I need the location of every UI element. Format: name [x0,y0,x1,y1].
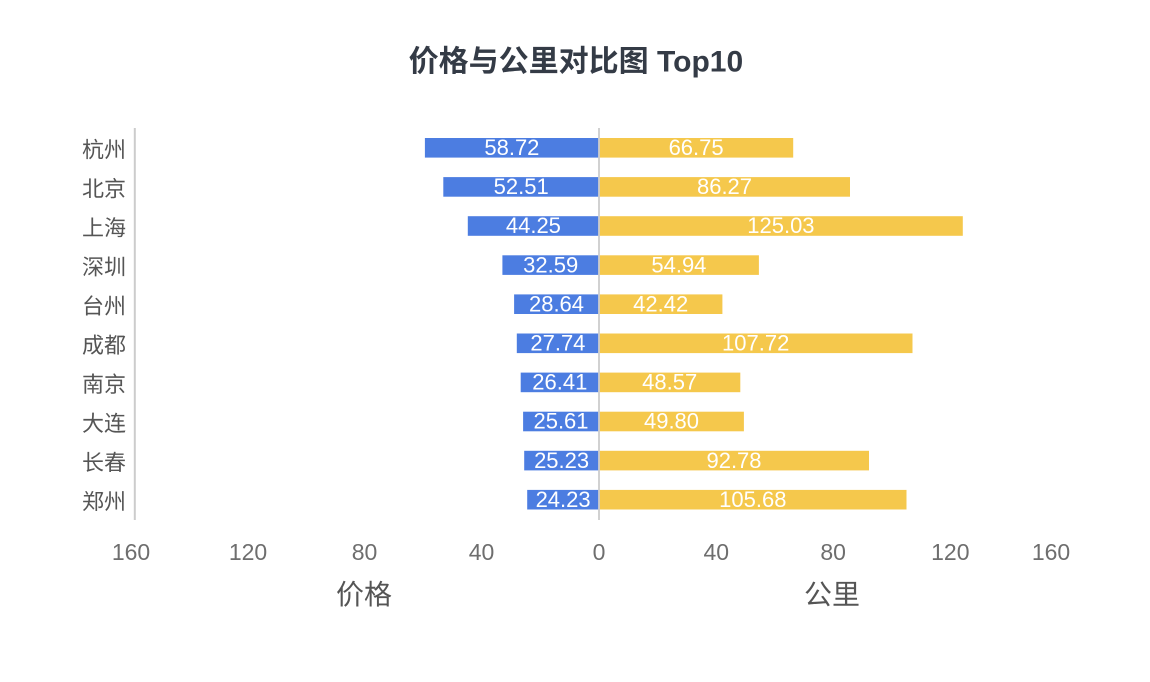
svg-text:80: 80 [820,539,846,565]
svg-text:27.74: 27.74 [530,331,585,356]
svg-text:26.41: 26.41 [532,370,587,395]
svg-text:125.03: 125.03 [747,213,814,238]
svg-text:28.64: 28.64 [529,291,584,316]
svg-text:52.51: 52.51 [494,174,549,199]
svg-text:32.59: 32.59 [523,252,578,277]
svg-text:120: 120 [229,539,267,565]
svg-text:86.27: 86.27 [697,174,752,199]
svg-text:25.61: 25.61 [533,409,588,434]
svg-text:48.57: 48.57 [642,370,697,395]
svg-text:44.25: 44.25 [506,213,561,238]
svg-text:Top10: Top10 [649,45,743,78]
svg-text:120: 120 [931,539,969,565]
svg-text:40: 40 [469,539,495,565]
svg-text:160: 160 [1032,539,1070,565]
svg-text:80: 80 [352,539,378,565]
svg-text:42.42: 42.42 [633,291,688,316]
svg-text:58.72: 58.72 [484,135,539,160]
svg-text:107.72: 107.72 [722,331,789,356]
svg-text:0: 0 [593,539,606,565]
svg-text:24.23: 24.23 [536,487,591,512]
svg-text:54.94: 54.94 [651,252,706,277]
svg-text:49.80: 49.80 [644,409,699,434]
svg-text:25.23: 25.23 [534,448,589,473]
svg-text:105.68: 105.68 [719,487,786,512]
svg-text:92.78: 92.78 [706,448,761,473]
svg-text:160: 160 [112,539,150,565]
svg-text:40: 40 [704,539,730,565]
svg-text:66.75: 66.75 [669,135,724,160]
